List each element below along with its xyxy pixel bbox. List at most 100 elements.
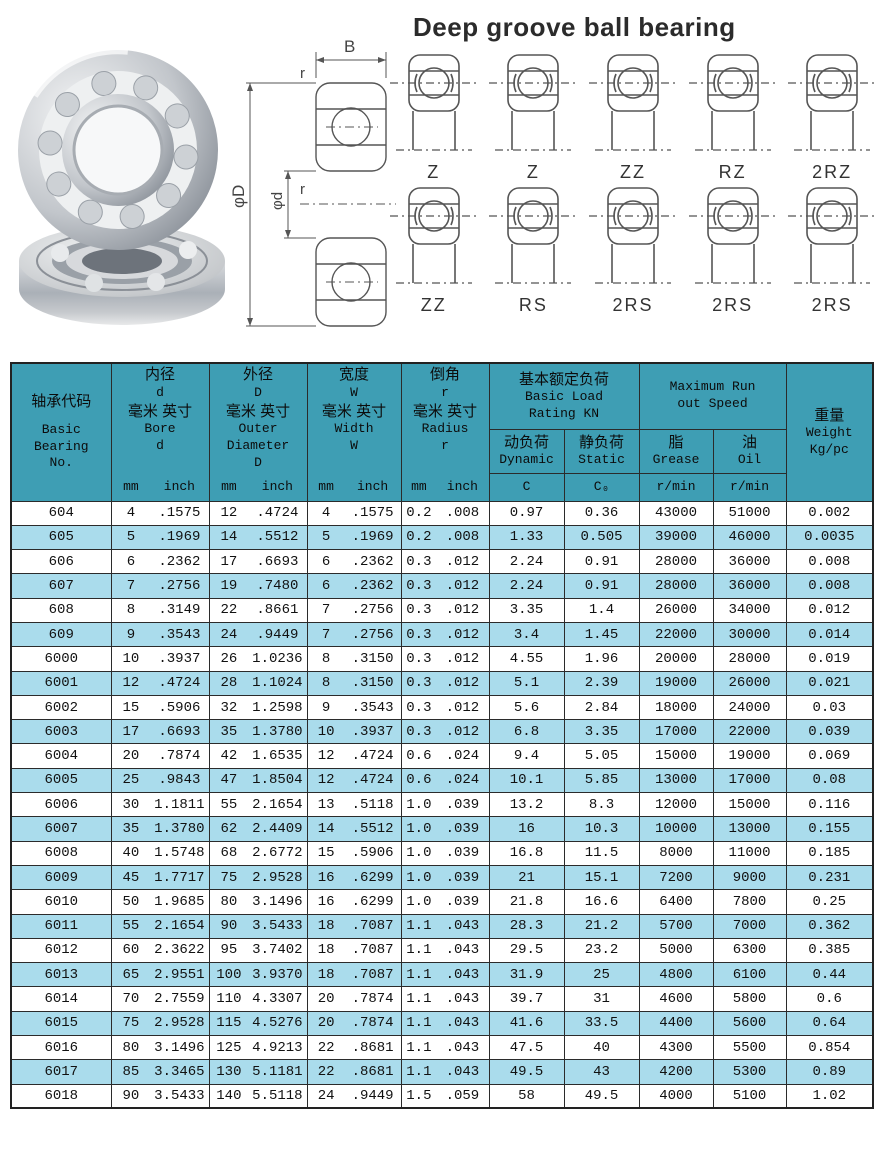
mm-inch-cell: 26 1.0236 bbox=[208, 646, 308, 672]
dim-label-outer-dia: φD bbox=[229, 185, 248, 208]
mm-inch-cell: 0.3.012 bbox=[400, 670, 490, 696]
bearing-no-cell: 6014 bbox=[10, 986, 112, 1012]
mm-inch-cell: 24.9449 bbox=[208, 621, 308, 648]
bearing-type-icon bbox=[489, 187, 578, 284]
bearing-no-cell: 6013 bbox=[10, 962, 112, 988]
mm-inch-cell: 1.0.039 bbox=[400, 792, 490, 818]
mm-inch-cell: 0.3.012 bbox=[400, 549, 490, 575]
bearing-no-cell: 6018 bbox=[10, 1083, 112, 1109]
value-cell: 0.36 bbox=[563, 500, 640, 526]
col-weight: 重量 Weight Kg/pc bbox=[785, 362, 874, 502]
mm-inch-cell: 12.4724 bbox=[306, 767, 402, 794]
mm-inch-cell: 20.7874 bbox=[110, 743, 210, 769]
value-cell: 28000 bbox=[638, 573, 714, 599]
value-cell: 46000 bbox=[712, 524, 787, 551]
mm-inch-cell: 0.3.012 bbox=[400, 646, 490, 672]
radius-en: Radius bbox=[421, 421, 469, 437]
table-row: 609 9.3543 24.9449 7.2756 0.3.012 3.4 1.45 2200… bbox=[10, 621, 874, 648]
dim-label-inner-dia: φd bbox=[269, 192, 286, 210]
mm-inch-cell: 1.1.043 bbox=[400, 962, 490, 988]
bearing-no-cell: 6002 bbox=[10, 694, 112, 721]
bearing-type-label: RS bbox=[518, 295, 548, 315]
basic-no-en1: Basic bbox=[41, 421, 81, 437]
bearing-type-icon bbox=[788, 54, 877, 151]
value-cell: 0.505 bbox=[563, 524, 640, 551]
bearing-type-icon bbox=[389, 187, 478, 284]
value-cell: 47.5 bbox=[488, 1035, 565, 1061]
mm-inch-cell: 16.6299 bbox=[306, 864, 402, 891]
mm-inch-cell: 42 1.6535 bbox=[208, 743, 308, 769]
speed-en2: out Speed bbox=[677, 396, 748, 412]
value-cell: 13000 bbox=[712, 816, 787, 842]
value-cell: 40 bbox=[563, 1035, 640, 1061]
col-bore: 内径 d 毫米 英寸 Bore d mm inch bbox=[110, 362, 210, 502]
mm-inch-cell: 80 3.1496 bbox=[208, 889, 308, 915]
mm-inch-cell: 45 1.7717 bbox=[110, 864, 210, 891]
value-cell: 2.39 bbox=[563, 670, 640, 696]
mm-inch-cell: 14.5512 bbox=[208, 524, 308, 551]
bearing-no-cell: 6016 bbox=[10, 1035, 112, 1061]
mm-inch-cell: 0.3.012 bbox=[400, 621, 490, 648]
value-cell: 3.35 bbox=[563, 719, 640, 745]
table-row: 6003 17.6693 35 1.3780 10.3937 0.3.012 6.8 3.35… bbox=[10, 719, 874, 745]
table-row: 6005 25.9843 47 1.8504 12.4724 0.6.024 10.1 5.8… bbox=[10, 767, 874, 794]
value-cell: 16 bbox=[488, 816, 565, 842]
mm-inch-cell: 1.0.039 bbox=[400, 840, 490, 866]
col-dynamic: 动负荷 Dynamic bbox=[488, 428, 565, 474]
mm-inch-cell: 1.1.043 bbox=[400, 913, 490, 939]
mm-inch-cell: 140 5.5118 bbox=[208, 1083, 308, 1109]
mm-inch-cell: 1.0.039 bbox=[400, 816, 490, 842]
bearing-no-cell: 6012 bbox=[10, 937, 112, 964]
weight-en1: Weight bbox=[805, 425, 853, 441]
outer-en-sym: D bbox=[254, 454, 262, 470]
value-cell: 28000 bbox=[712, 646, 787, 672]
value-cell: 2.84 bbox=[563, 694, 640, 721]
value-cell: 0.08 bbox=[785, 767, 874, 794]
mm-inch-cell: 0.2.008 bbox=[400, 524, 490, 551]
value-cell: 51000 bbox=[712, 500, 787, 526]
mm-inch-cell: 25.9843 bbox=[110, 767, 210, 794]
mm-inch-cell: 90 3.5433 bbox=[208, 913, 308, 939]
value-cell: 30000 bbox=[712, 621, 787, 648]
table-row: 6015 75 2.9528 115 4.5276 20.7874 1.1.043 41.6 3… bbox=[10, 1010, 874, 1037]
bearing-no-cell: 6000 bbox=[10, 646, 112, 672]
value-cell: 0.03 bbox=[785, 694, 874, 721]
mm-inch-cell: 1.1.043 bbox=[400, 986, 490, 1012]
bearing-type: 2RS bbox=[782, 183, 882, 316]
mm-inch-cell: 13.5118 bbox=[306, 792, 402, 818]
mm-inch-cell: 5.1969 bbox=[306, 524, 402, 551]
bearing-type-label: 2RS bbox=[811, 295, 853, 315]
col-outer: 外径 D 毫米 英寸 Outer Diameter D mm inch bbox=[208, 362, 308, 502]
value-cell: 6100 bbox=[712, 962, 787, 988]
value-cell: 49.5 bbox=[563, 1083, 640, 1109]
table-row: 6017 85 3.3465 130 5.1181 22.8681 1.1.043 49.5 4… bbox=[10, 1059, 874, 1085]
mm-inch-cell: 9.3543 bbox=[110, 621, 210, 648]
bearing-type-icon bbox=[389, 54, 478, 151]
mm-inch-cell: 12.4724 bbox=[306, 743, 402, 769]
bore-zh: 内径 bbox=[144, 366, 175, 384]
mm-inch-cell: 55 2.1654 bbox=[110, 913, 210, 939]
bearing-type-icon bbox=[489, 54, 578, 151]
mm-inch-cell: 28 1.1024 bbox=[208, 670, 308, 696]
mm-inch-cell: 55 2.1654 bbox=[208, 792, 308, 818]
mm-inch-cell: 18.7087 bbox=[306, 962, 402, 988]
outer-en1: Outer bbox=[238, 421, 278, 437]
weight-en2: Kg/pc bbox=[809, 442, 849, 457]
value-cell: 39.7 bbox=[488, 986, 565, 1012]
table-row: 604 4.1575 12.4724 4.1575 0.2.008 0.97 0.36 430… bbox=[10, 500, 874, 526]
value-cell: 0.021 bbox=[785, 670, 874, 696]
page-title: Deep groove ball bearing bbox=[413, 12, 736, 42]
mm-inch-cell: 75 2.9528 bbox=[208, 864, 308, 891]
table-row: 6010 50 1.9685 80 3.1496 16.6299 1.0.039 21.8 16… bbox=[10, 889, 874, 915]
value-cell: 1.33 bbox=[488, 524, 565, 551]
value-cell: 0.012 bbox=[785, 597, 874, 623]
mm-inch-cell: 60 2.3622 bbox=[110, 937, 210, 964]
mm-inch-cell: 15.5906 bbox=[110, 694, 210, 721]
mm-inch-cell: 1.0.039 bbox=[400, 864, 490, 891]
bearing-no-cell: 6017 bbox=[10, 1059, 112, 1085]
col-grease: 脂 Grease bbox=[638, 428, 714, 474]
value-cell: 12000 bbox=[638, 792, 714, 818]
radius-inch: inch bbox=[446, 479, 478, 495]
table-row: 6002 15.5906 32 1.2598 9.3543 0.3.012 5.6 2.84 1… bbox=[10, 694, 874, 721]
value-cell: 1.02 bbox=[785, 1083, 874, 1109]
